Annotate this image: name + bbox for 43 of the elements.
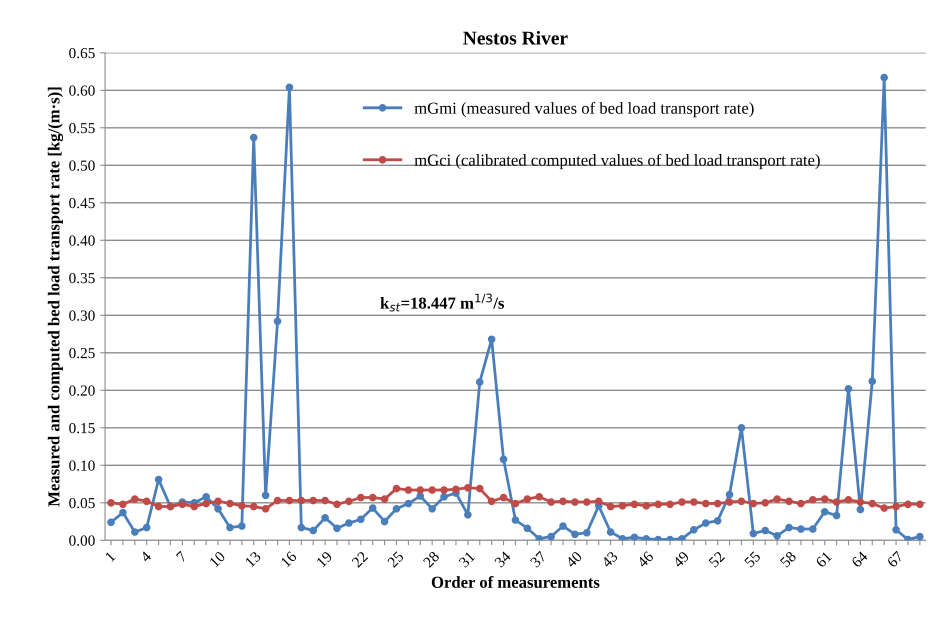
x-axis-title: Order of measurements bbox=[432, 576, 600, 588]
x-tick-label: 22 bbox=[351, 550, 368, 568]
x-tick-label: 49 bbox=[672, 550, 690, 568]
x-tick-label: 28 bbox=[422, 550, 440, 568]
x-tick-label: 25 bbox=[387, 550, 404, 568]
y-axis-title: Measured and computed bed load transport rate [kg/(m·s)] bbox=[48, 88, 64, 507]
y-tick-label: 0.55 bbox=[69, 122, 95, 134]
y-tick-label: 0.15 bbox=[69, 422, 95, 434]
x-tick-label: 61 bbox=[815, 550, 832, 568]
y-tick-label: 0.25 bbox=[69, 348, 95, 358]
x-tick-label: 13 bbox=[244, 550, 262, 568]
y-tick-label: 0.40 bbox=[69, 235, 95, 246]
y-tick-label: 0.65 bbox=[69, 48, 95, 58]
legend-label: mGmi (measured values of bed load transport rate) bbox=[414, 102, 754, 118]
y-tick-label: 0.45 bbox=[69, 198, 95, 208]
y-tick-label: 0.60 bbox=[69, 85, 95, 96]
y-tick-label: 0.30 bbox=[69, 310, 95, 321]
x-tick-label: 37 bbox=[530, 550, 548, 568]
legend-label: mGci (calibrated computed values of bed load transport rate) bbox=[414, 154, 820, 170]
x-tick-label: 4 bbox=[140, 550, 152, 563]
x-tick-label: 19 bbox=[316, 550, 333, 568]
x-tick-label: 16 bbox=[280, 550, 298, 568]
x-tick-label: 31 bbox=[458, 550, 476, 568]
x-tick-label: 40 bbox=[565, 550, 583, 568]
x-tick-label: 64 bbox=[850, 550, 868, 568]
chart-title: Nestos River bbox=[463, 30, 568, 45]
x-tick-label: 46 bbox=[636, 550, 654, 568]
x-tick-label: 55 bbox=[744, 550, 762, 568]
x-tick-label: 43 bbox=[600, 550, 618, 568]
x-tick-label: 67 bbox=[886, 550, 904, 568]
x-tick-label: 7 bbox=[176, 550, 188, 562]
y-tick-label: 0.20 bbox=[69, 385, 95, 396]
y-tick-label: 0.00 bbox=[69, 535, 95, 546]
x-tick-label: 58 bbox=[780, 550, 797, 568]
x-tick-label: 34 bbox=[494, 550, 512, 568]
annotation: k$_{st}$=18.447 m$^{1/3}$/s bbox=[380, 294, 504, 312]
y-tick-label: 0.50 bbox=[69, 160, 95, 171]
x-tick-label: 52 bbox=[708, 550, 726, 568]
x-tick-label: 1 bbox=[104, 551, 116, 562]
y-tick-label: 0.10 bbox=[69, 460, 95, 471]
y-tick-label: 0.05 bbox=[69, 498, 95, 508]
y-tick-label: 0.35 bbox=[69, 272, 95, 284]
x-tick-label: 10 bbox=[209, 550, 226, 568]
